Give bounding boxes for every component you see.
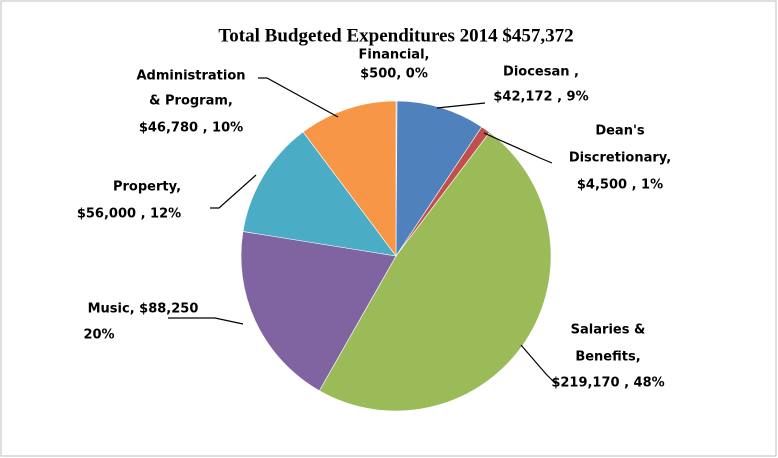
data-label: Salaries &: [571, 323, 646, 338]
data-label: Financial,: [359, 48, 430, 63]
pie-slice: [318, 132, 552, 412]
chart-title: Total Budgeted Expenditures 2014 $457,37…: [218, 25, 573, 46]
leader-line: [210, 174, 257, 209]
data-label: Benefits,: [575, 350, 640, 365]
data-label: Property,: [113, 180, 181, 195]
pie-slice: [240, 231, 397, 392]
data-label: Discretionary,: [569, 151, 671, 166]
leader-line: [258, 77, 339, 118]
data-label: Administration: [136, 69, 245, 84]
data-label: Music, $88,250: [88, 302, 199, 317]
pie-slice: [302, 100, 397, 257]
leader-line: [436, 102, 486, 109]
pie-slice: [242, 131, 397, 257]
data-label: $500, 0%: [360, 67, 428, 82]
data-label: Dean's: [595, 124, 645, 139]
leader-line: [520, 344, 557, 385]
data-label: $46,780 , 10%: [139, 121, 243, 136]
data-label: $4,500 , 1%: [577, 178, 663, 193]
data-label: $56,000 , 12%: [77, 207, 181, 222]
data-label: 20%: [83, 328, 114, 343]
data-label: $219,170 , 48%: [551, 376, 664, 391]
data-label: Diocesan ,: [503, 65, 579, 80]
leader-line: [483, 132, 553, 164]
leader-line: [168, 317, 244, 325]
data-label: $42,172 , 9%: [493, 90, 588, 105]
data-label: & Program,: [149, 94, 233, 109]
